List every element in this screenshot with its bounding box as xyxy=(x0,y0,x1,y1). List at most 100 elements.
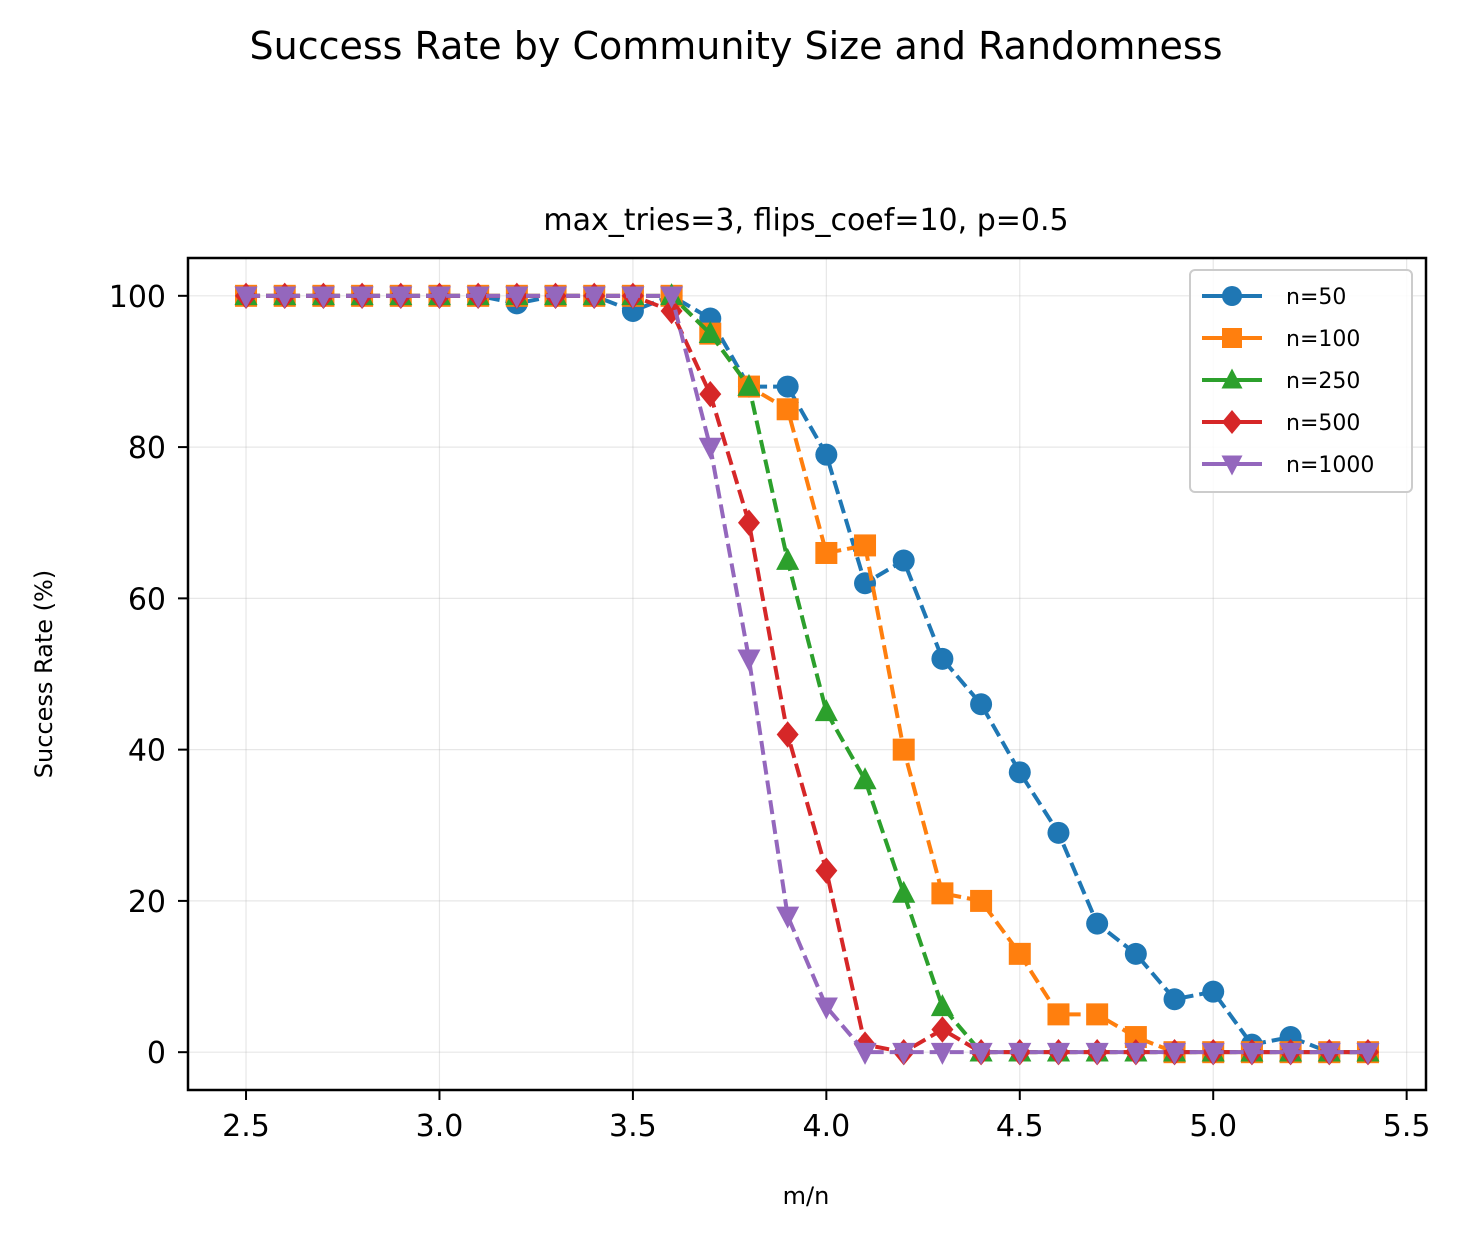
data-point xyxy=(815,857,838,884)
y-tick-label: 20 xyxy=(128,885,166,920)
data-point xyxy=(970,889,993,912)
data-point xyxy=(892,1042,916,1065)
data-point xyxy=(1201,1042,1225,1065)
data-point xyxy=(969,1042,993,1065)
y-tick-label: 40 xyxy=(128,734,166,769)
ticks: 2.5 3.0 3.5 4.0 4.5 5.0 5.5 0 20 40 60 80 100 xyxy=(109,280,1431,1144)
data-point xyxy=(311,286,335,309)
data-point xyxy=(660,286,684,309)
legend-label: n=250 xyxy=(1286,369,1360,394)
data-point xyxy=(1162,1042,1187,1065)
data-point xyxy=(698,320,722,343)
y-tick-label: 100 xyxy=(109,280,166,315)
data-point xyxy=(1008,1042,1032,1065)
data-point xyxy=(698,437,722,460)
legend-item: n=250 xyxy=(1202,368,1360,394)
data-point xyxy=(815,541,838,564)
legend-item: n=50 xyxy=(1202,285,1346,310)
legend-item: n=100 xyxy=(1202,327,1360,352)
legend-marker xyxy=(1221,368,1243,389)
data-point xyxy=(505,286,529,309)
figure-title: Success Rate by Community Size and Rando… xyxy=(249,24,1223,68)
data-point xyxy=(621,286,645,309)
data-point xyxy=(234,286,258,309)
data-point xyxy=(350,286,374,309)
data-point xyxy=(814,699,838,722)
legend-item: n=500 xyxy=(1202,410,1360,436)
data-point xyxy=(776,398,799,421)
data-point xyxy=(427,286,452,309)
x-axis-label: m/n xyxy=(783,1182,830,1210)
x-tick-label: 3.5 xyxy=(609,1109,657,1144)
legend-item: n=1000 xyxy=(1202,453,1374,478)
data-point xyxy=(466,286,490,309)
data-point xyxy=(737,373,761,396)
x-tick-label: 5.0 xyxy=(1189,1109,1237,1144)
data-point xyxy=(1086,1003,1109,1026)
series-n=1000 xyxy=(234,286,1380,1065)
data-point xyxy=(1008,942,1031,965)
legend-marker xyxy=(1222,286,1242,306)
data-point xyxy=(970,693,993,716)
data-point xyxy=(1085,1042,1109,1065)
data-point xyxy=(389,286,413,309)
legend-marker xyxy=(1222,328,1242,348)
data-point xyxy=(1124,942,1147,965)
legend-label: n=100 xyxy=(1286,327,1360,352)
legend-label: n=500 xyxy=(1286,411,1360,436)
data-point xyxy=(273,286,297,309)
legend-marker xyxy=(1221,455,1243,476)
data-point xyxy=(1317,1042,1341,1065)
data-point xyxy=(776,906,800,929)
data-point xyxy=(699,380,722,408)
data-point xyxy=(1047,821,1070,844)
data-point xyxy=(737,649,761,672)
y-axis-label: Success Rate (%) xyxy=(30,570,58,778)
data-point xyxy=(1356,1042,1380,1065)
data-point xyxy=(853,767,877,790)
data-point xyxy=(776,547,800,570)
x-tick-label: 5.5 xyxy=(1383,1109,1431,1144)
data-point xyxy=(814,997,838,1020)
legend-label: n=1000 xyxy=(1286,453,1374,478)
series-layer xyxy=(234,282,1380,1066)
data-point xyxy=(854,534,877,557)
data-point xyxy=(930,1042,954,1065)
data-point xyxy=(892,880,916,903)
x-tick-label: 2.5 xyxy=(222,1109,270,1144)
data-point xyxy=(931,647,954,670)
data-point xyxy=(776,375,799,398)
legend-label: n=50 xyxy=(1286,285,1346,310)
legend: n=50 n=100 n=250 n=500 n=1000 xyxy=(1189,269,1413,493)
data-point xyxy=(1240,1042,1264,1065)
data-point xyxy=(1202,980,1225,1003)
data-point xyxy=(1279,1042,1303,1065)
data-point xyxy=(1163,988,1186,1011)
data-point xyxy=(931,1016,954,1043)
data-point xyxy=(892,549,915,572)
data-point xyxy=(776,721,799,748)
plot-frame xyxy=(186,256,1428,1092)
x-tick-label: 4.0 xyxy=(802,1109,850,1144)
data-point xyxy=(853,1042,877,1065)
legend-box xyxy=(1189,269,1413,493)
y-tick-label: 60 xyxy=(128,582,166,617)
data-point xyxy=(892,738,915,761)
data-point xyxy=(1124,1026,1147,1049)
legend-marker xyxy=(1222,410,1242,434)
data-point xyxy=(1124,1042,1148,1065)
data-point xyxy=(1046,1042,1071,1065)
data-point xyxy=(543,286,568,309)
data-point xyxy=(930,994,954,1017)
data-point xyxy=(931,882,954,905)
x-tick-label: 3.0 xyxy=(416,1109,464,1144)
data-point xyxy=(815,443,838,466)
grid xyxy=(188,258,1426,1090)
y-tick-label: 80 xyxy=(128,431,166,466)
data-point xyxy=(1086,912,1109,935)
data-point xyxy=(1047,1003,1070,1026)
axes-title: max_tries=3, flips_coef=10, p=0.5 xyxy=(543,203,1068,238)
data-point xyxy=(737,509,760,536)
data-point xyxy=(582,286,606,309)
